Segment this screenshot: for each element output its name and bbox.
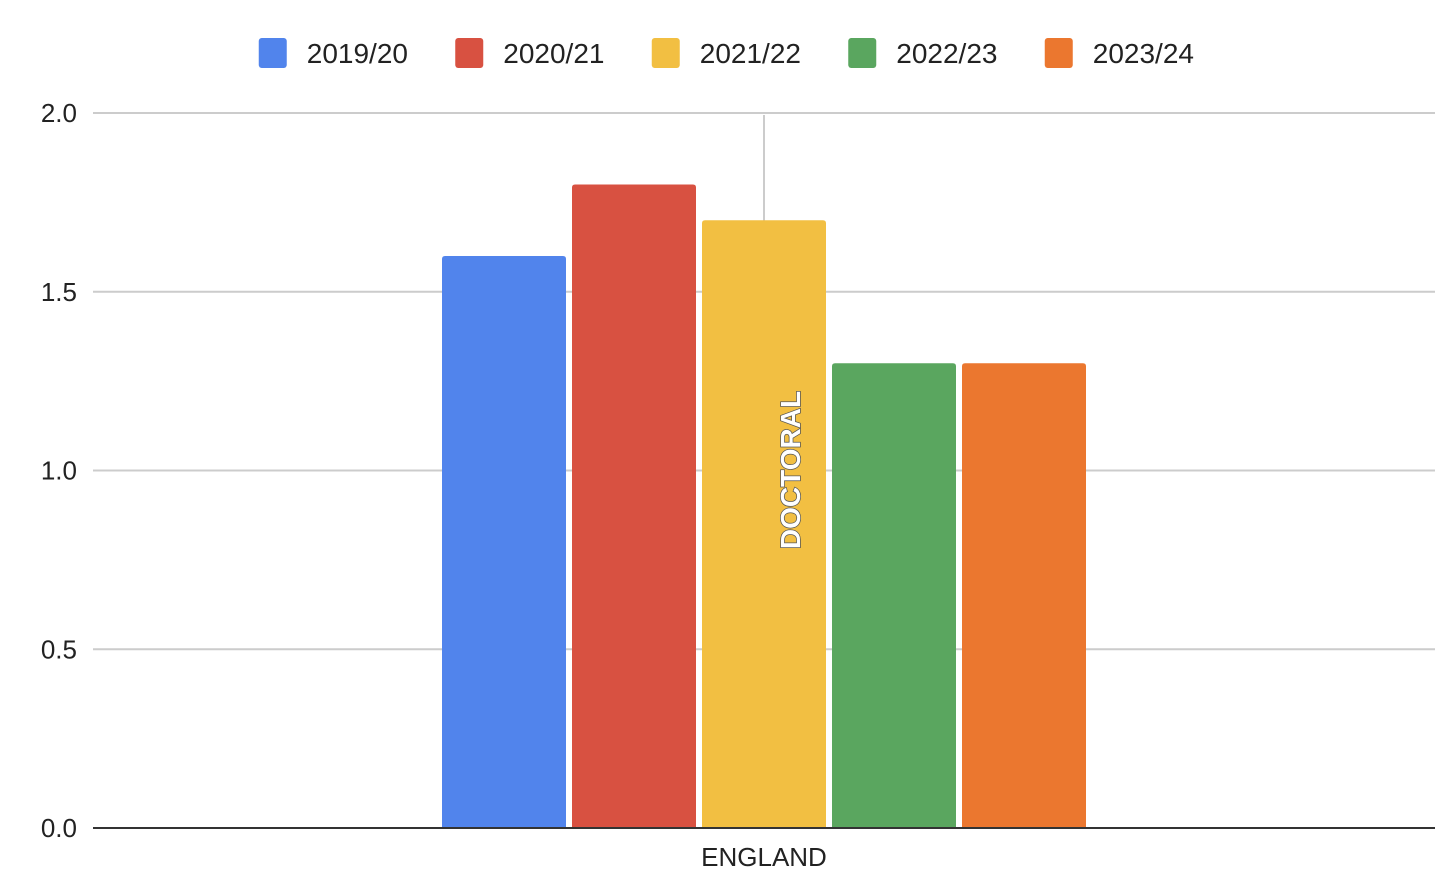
legend: 2019/20 2020/21 2021/22 2022/23 2023/24 — [258, 38, 1194, 69]
legend-swatch-2021-22 — [651, 38, 680, 68]
legend-swatch-2023-24 — [1044, 38, 1073, 68]
y-tick-label: 0.0 — [41, 813, 77, 843]
y-tick-label: 0.5 — [41, 634, 77, 664]
y-axis-ticks: 0.0 0.5 1.0 1.5 2.0 — [41, 98, 77, 843]
bar-2021-22 — [702, 220, 826, 828]
y-tick-label: 1.0 — [41, 456, 77, 486]
legend-label: 2019/20 — [307, 38, 408, 69]
legend-swatch-2020-21 — [455, 38, 484, 68]
bars — [442, 184, 1086, 828]
y-tick-label: 2.0 — [41, 98, 77, 128]
legend-label: 2022/23 — [896, 38, 997, 69]
legend-label: 2020/21 — [503, 38, 604, 69]
y-tick-label: 1.5 — [41, 277, 77, 307]
bar-annotation-label: DOCTORAL — [775, 391, 806, 549]
bar-2023-24 — [962, 363, 1086, 828]
legend-swatch-2019-20 — [258, 38, 287, 68]
x-category-label: ENGLAND — [701, 842, 827, 872]
bar-2019-20 — [442, 256, 566, 828]
x-axis-categories: ENGLAND — [701, 842, 827, 872]
bar-2020-21 — [572, 184, 696, 828]
legend-label: 2023/24 — [1093, 38, 1194, 69]
legend-swatch-2022-23 — [848, 38, 877, 68]
legend-label: 2021/22 — [700, 38, 801, 69]
bar-2022-23 — [832, 363, 956, 828]
